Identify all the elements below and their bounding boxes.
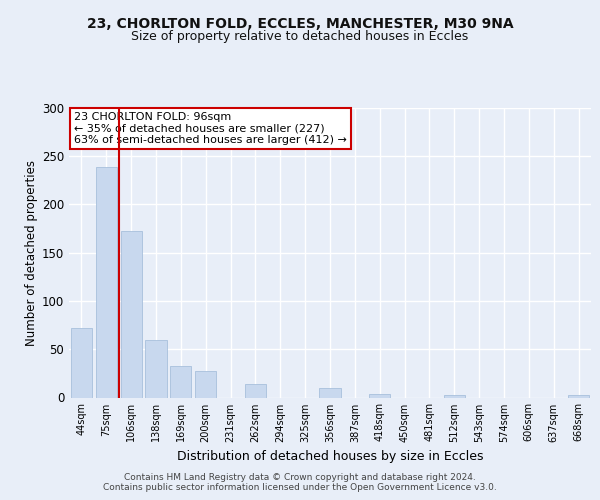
Text: 23, CHORLTON FOLD, ECCLES, MANCHESTER, M30 9NA: 23, CHORLTON FOLD, ECCLES, MANCHESTER, M…	[86, 18, 514, 32]
Bar	[96, 168, 117, 398]
Bar	[71, 328, 92, 398]
Text: 23 CHORLTON FOLD: 96sqm
← 35% of detached houses are smaller (227)
63% of semi-d: 23 CHORLTON FOLD: 96sqm ← 35% of detache…	[74, 112, 347, 145]
Text: Size of property relative to detached houses in Eccles: Size of property relative to detached ho…	[131, 30, 469, 43]
Y-axis label: Number of detached properties: Number of detached properties	[25, 160, 38, 346]
Bar	[145, 340, 167, 398]
Bar	[568, 394, 589, 398]
Bar	[319, 388, 341, 398]
Bar	[245, 384, 266, 398]
Bar	[369, 394, 390, 398]
X-axis label: Distribution of detached houses by size in Eccles: Distribution of detached houses by size …	[177, 450, 483, 463]
Bar	[121, 231, 142, 398]
Bar	[170, 366, 191, 398]
Text: Contains HM Land Registry data © Crown copyright and database right 2024.
Contai: Contains HM Land Registry data © Crown c…	[103, 473, 497, 492]
Bar	[444, 394, 465, 398]
Bar	[195, 372, 216, 398]
